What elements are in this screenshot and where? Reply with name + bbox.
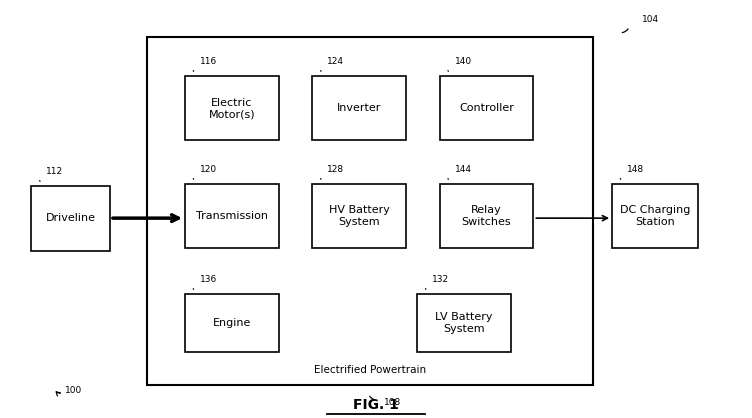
- FancyBboxPatch shape: [312, 184, 406, 248]
- FancyBboxPatch shape: [185, 76, 278, 140]
- Text: Relay
Switches: Relay Switches: [462, 206, 511, 227]
- Text: 116: 116: [200, 57, 217, 66]
- Text: DC Charging
Station: DC Charging Station: [620, 206, 690, 227]
- Text: 100: 100: [65, 386, 82, 395]
- FancyBboxPatch shape: [417, 294, 511, 352]
- Text: 112: 112: [47, 167, 63, 176]
- Text: 108: 108: [384, 398, 401, 407]
- Text: 128: 128: [327, 165, 344, 174]
- Text: Inverter: Inverter: [337, 103, 381, 113]
- Text: Electrified Powertrain: Electrified Powertrain: [314, 365, 426, 375]
- Text: Engine: Engine: [213, 318, 251, 328]
- FancyBboxPatch shape: [440, 184, 533, 248]
- Text: 136: 136: [200, 275, 217, 284]
- Text: Driveline: Driveline: [46, 213, 96, 223]
- Text: 120: 120: [200, 165, 217, 174]
- FancyBboxPatch shape: [312, 76, 406, 140]
- FancyBboxPatch shape: [185, 294, 278, 352]
- FancyBboxPatch shape: [147, 37, 593, 385]
- FancyBboxPatch shape: [32, 186, 110, 250]
- FancyBboxPatch shape: [612, 184, 698, 248]
- Text: 148: 148: [627, 165, 644, 174]
- FancyBboxPatch shape: [440, 76, 533, 140]
- Text: 104: 104: [642, 15, 659, 24]
- Text: FIG. 1: FIG. 1: [353, 398, 399, 412]
- Text: Electric
Motor(s): Electric Motor(s): [208, 97, 255, 119]
- Text: Transmission: Transmission: [196, 211, 268, 221]
- FancyBboxPatch shape: [185, 184, 278, 248]
- Text: 144: 144: [455, 165, 472, 174]
- Text: 124: 124: [327, 57, 344, 66]
- Text: 140: 140: [455, 57, 472, 66]
- Text: 132: 132: [432, 275, 449, 284]
- Text: Controller: Controller: [459, 103, 514, 113]
- Text: HV Battery
System: HV Battery System: [329, 206, 390, 227]
- Text: LV Battery
System: LV Battery System: [435, 312, 493, 334]
